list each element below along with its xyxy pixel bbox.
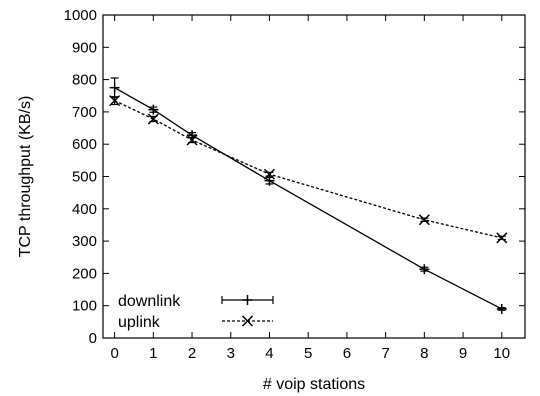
legend-label: downlink — [118, 293, 181, 310]
ticks-layer: 0 100 200 300 400 500 600 700 800 900 1000 0 1 2 3 4 5 6 7… — [64, 7, 525, 362]
data-point — [419, 264, 430, 275]
y-tick-label: 900 — [72, 39, 97, 56]
data-point — [496, 232, 508, 244]
data-point — [147, 113, 159, 125]
y-tick-label: 300 — [72, 233, 97, 250]
y-tick-label: 500 — [72, 169, 97, 186]
y-tick-label: 600 — [72, 136, 97, 153]
legend-marker — [241, 315, 254, 327]
x-tick-label: 1 — [149, 345, 157, 362]
x-tick-label: 8 — [420, 345, 428, 362]
x-tick-label: 0 — [110, 345, 118, 362]
series-uplink — [109, 95, 508, 244]
series-downlink — [109, 77, 507, 314]
x-tick-label: 3 — [227, 345, 235, 362]
x-tick-label: 2 — [188, 345, 196, 362]
y-tick-label: 700 — [72, 104, 97, 121]
data-point — [148, 104, 159, 115]
y-tick-label: 1000 — [64, 7, 97, 24]
legend-entry: downlink — [118, 293, 274, 310]
x-tick-label: 6 — [343, 345, 351, 362]
series-layer — [109, 77, 508, 314]
data-point — [496, 303, 507, 314]
legend-entry: uplink — [118, 314, 273, 331]
y-tick-label: 100 — [72, 298, 97, 315]
y-tick-label: 0 — [89, 330, 97, 347]
series-line-uplink — [114, 100, 502, 239]
y-axis-label: TCP throughput (KB/s) — [17, 96, 34, 258]
legend-marker — [242, 295, 253, 305]
legend-label: uplink — [118, 314, 161, 331]
data-point — [263, 168, 276, 180]
y-tick-label: 800 — [72, 72, 97, 89]
plot-frame — [102, 14, 526, 339]
y-tick-label: 400 — [72, 201, 97, 218]
data-point — [186, 134, 198, 146]
y-axis-label-group: TCP throughput (KB/s) — [17, 96, 34, 258]
x-tick-label: 5 — [304, 345, 312, 362]
x-tick-label: 10 — [493, 345, 510, 362]
x-tick-label: 9 — [459, 345, 467, 362]
y-tick-label: 200 — [72, 265, 97, 282]
x-tick-label: 4 — [265, 345, 273, 362]
x-axis-label: # voip stations — [263, 376, 365, 393]
series-line-downlink — [114, 87, 503, 310]
data-point — [109, 95, 121, 107]
x-tick-label: 7 — [381, 345, 389, 362]
data-point — [264, 175, 275, 186]
legend: downlink uplink — [118, 293, 274, 331]
data-point — [109, 82, 120, 93]
data-point — [418, 214, 430, 226]
